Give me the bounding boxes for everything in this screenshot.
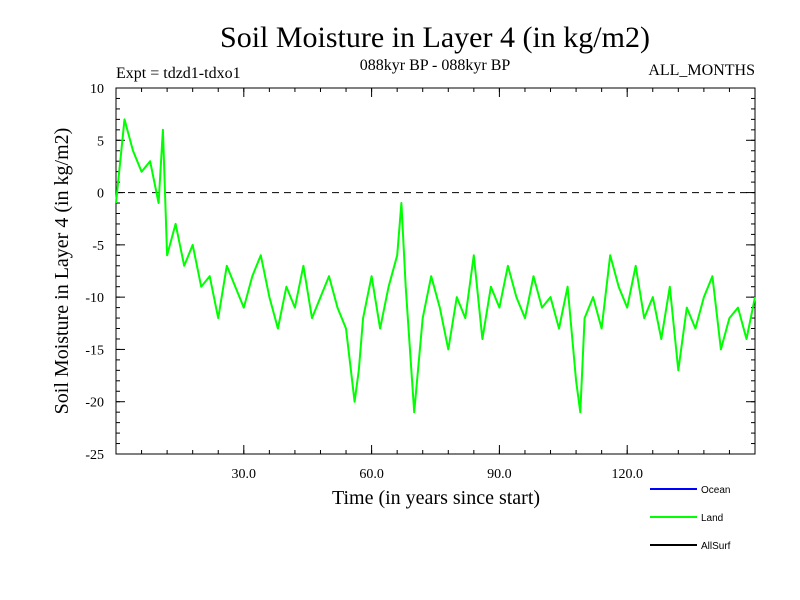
x-tick-label: 120.0 xyxy=(611,467,643,482)
y-tick-label: -15 xyxy=(85,343,104,358)
y-tick-label: 10 xyxy=(90,82,104,97)
x-axis-tick-labels: 30.0 60.0 90.0 120.0 xyxy=(232,467,643,482)
y-tick-label: -10 xyxy=(85,291,104,306)
legend-allsurf-label: AllSurf xyxy=(701,541,731,552)
x-axis-label: Time (in years since start) xyxy=(332,487,540,509)
x-axis-ticks xyxy=(141,88,730,454)
legend: Ocean Land AllSurf xyxy=(650,485,731,552)
y-tick-label: -25 xyxy=(85,448,104,463)
experiment-label: Expt = tdzd1-tdxo1 xyxy=(116,65,241,82)
x-tick-label: 90.0 xyxy=(487,467,512,482)
y-tick-label: -20 xyxy=(85,396,104,411)
y-axis-tick-labels: 10 5 0 -5 -10 -15 -20 -25 xyxy=(85,82,104,463)
y-tick-label: -5 xyxy=(92,239,104,254)
land-series-line xyxy=(115,118,756,414)
legend-ocean-label: Ocean xyxy=(701,485,730,496)
plot-area xyxy=(115,87,756,455)
chart-title: Soil Moisture in Layer 4 (in kg/m2) xyxy=(220,21,650,54)
y-axis-label: Soil Moisture in Layer 4 (in kg/m2) xyxy=(51,128,73,415)
y-tick-label: 0 xyxy=(97,187,104,202)
x-tick-label: 60.0 xyxy=(359,467,384,482)
months-label: ALL_MONTHS xyxy=(648,62,755,79)
y-axis-ticks xyxy=(116,87,755,455)
legend-land-label: Land xyxy=(701,513,723,524)
y-tick-label: 5 xyxy=(97,134,104,149)
period-label: 088kyr BP - 088kyr BP xyxy=(360,57,511,74)
x-tick-label: 30.0 xyxy=(232,467,257,482)
